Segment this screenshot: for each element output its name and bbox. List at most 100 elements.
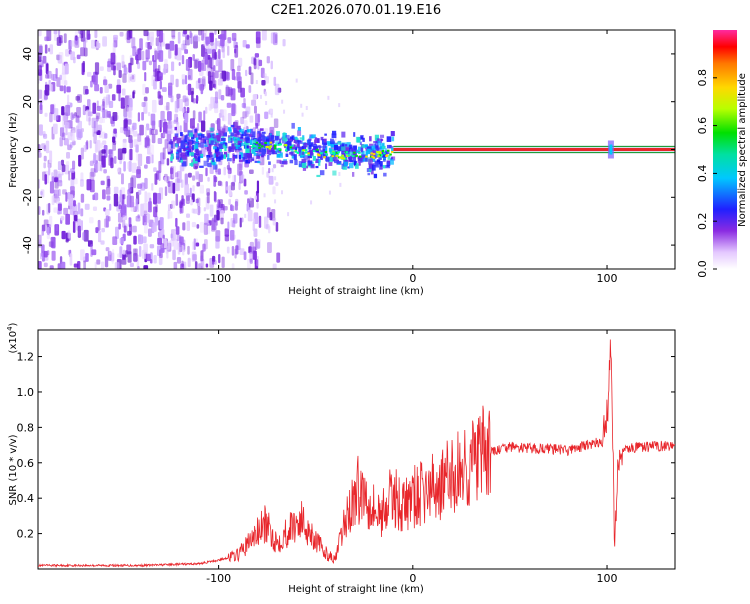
- spectrogram-cell: [53, 108, 59, 121]
- spectrogram-cell: [94, 30, 98, 39]
- spectrogram-cell: [207, 176, 210, 182]
- spectrogram-cell: [96, 115, 99, 122]
- spectrogram-cell: [192, 144, 195, 151]
- spectrogram-cell: [238, 127, 242, 133]
- spectrogram-cell: [272, 186, 276, 195]
- spectrogram-cell: [333, 151, 337, 155]
- spectrogram-cell: [325, 163, 328, 170]
- spectrogram-cell: [42, 171, 46, 181]
- spectrogram-cell: [182, 40, 186, 46]
- spectrogram-cell: [153, 167, 157, 173]
- spectrogram-cell: [315, 165, 319, 169]
- spectrogram-cell: [109, 203, 112, 211]
- spectrogram-cell: [307, 139, 311, 146]
- spectrogram-cell: [193, 208, 198, 214]
- spectrogram-cell: [222, 144, 225, 149]
- spectrogram-cell: [153, 48, 157, 61]
- spectrogram-cell: [204, 144, 208, 147]
- spectrogram-cell: [100, 142, 103, 149]
- spectrogram-cell: [235, 144, 241, 150]
- spectrogram-cell: [277, 135, 280, 140]
- spectrogram-cell: [219, 199, 223, 209]
- spectrogram-cell: [234, 174, 237, 183]
- spectrogram-cell: [317, 152, 321, 155]
- spectrogram-cell: [185, 195, 190, 204]
- spectrogram-cell: [137, 48, 142, 61]
- spectrogram-cell: [136, 58, 139, 65]
- spectrogram-cell: [187, 245, 190, 255]
- spectrogram-cell: [153, 254, 157, 264]
- spectrogram-cell: [171, 35, 176, 40]
- spectrogram-cell: [96, 100, 99, 108]
- spectrogram-cell: [184, 75, 188, 85]
- spectrogram-cell: [276, 153, 281, 158]
- spectrogram-cell: [172, 182, 176, 194]
- spectrogram-cell: [123, 161, 126, 172]
- spectrogram-cell: [243, 97, 246, 109]
- spectrogram-cell: [245, 159, 251, 164]
- spectrogram-cell: [151, 183, 154, 191]
- spectrogram-cell: [243, 153, 248, 160]
- spectrogram-cell: [175, 193, 178, 206]
- spectrogram-cell: [142, 60, 147, 71]
- spectrogram-cell: [221, 256, 225, 268]
- spectrogram-cell: [370, 152, 373, 155]
- spectrogram-cell: [304, 151, 308, 154]
- spectrogram-cell: [100, 261, 105, 269]
- spectrogram-cell: [77, 30, 83, 34]
- spectrogram-cell: [144, 71, 147, 82]
- spectrogram-cell: [132, 91, 135, 99]
- spectrogram-cell: [295, 78, 298, 83]
- spectrogram-cell: [254, 145, 259, 152]
- spectrogram-cell: [231, 103, 236, 114]
- spectrogram-cell: [237, 65, 241, 72]
- spectrogram-cell: [92, 126, 95, 137]
- spectrogram-cell: [359, 155, 362, 158]
- spectrogram-cell: [184, 49, 189, 54]
- spectrogram-cell: [218, 254, 221, 264]
- spectrogram-cell: [102, 117, 106, 124]
- spectrogram-cell: [192, 110, 196, 120]
- spectrogram-cell: [70, 112, 74, 121]
- spectrogram-cell: [205, 167, 208, 177]
- spectrogram-cell: [260, 67, 265, 78]
- spectrogram-cell: [346, 142, 351, 148]
- spectrogram-cell: [65, 192, 68, 202]
- spectrogram-cell: [162, 147, 166, 160]
- spectrogram-cell: [74, 178, 78, 185]
- spectrogram-cell: [44, 174, 48, 185]
- spectrogram-cell: [291, 146, 296, 150]
- spectrogram-cell: [325, 153, 329, 156]
- spectrogram-cell: [368, 168, 372, 173]
- spectrogram-cell: [112, 136, 116, 143]
- spectrogram-cell: [57, 180, 63, 187]
- spectrogram-cell: [367, 173, 371, 176]
- spectrogram-cell: [247, 129, 251, 133]
- spectrogram-cell: [197, 36, 201, 42]
- spectrogram-cell: [241, 131, 247, 137]
- spectrogram-cell: [181, 78, 185, 85]
- spectrogram-cell: [344, 146, 350, 151]
- spectrogram-cell: [274, 83, 280, 96]
- spectrogram-cell: [318, 159, 321, 163]
- spectrogram-cell: [379, 161, 383, 167]
- spectrogram-cell: [272, 164, 277, 169]
- spectrogram-cell: [228, 146, 232, 152]
- spectrogram-cell: [376, 147, 379, 154]
- spectrogram-cell: [238, 159, 243, 162]
- spectrogram-cell: [47, 226, 50, 236]
- spectrogram-cell: [184, 135, 187, 141]
- spectrogram-cell: [280, 164, 284, 168]
- spectrogram-cell: [126, 126, 131, 133]
- spectrogram-cell: [272, 32, 278, 46]
- spectrogram-cell: [158, 253, 163, 265]
- spectrogram-cell: [154, 50, 158, 61]
- spectrogram-cell: [187, 69, 193, 81]
- spectrogram-cell: [214, 259, 217, 265]
- spectrogram-cell: [209, 133, 215, 140]
- spectrogram-cell: [248, 134, 253, 138]
- spectrogram-cell: [285, 134, 290, 140]
- spectrogram-cell: [197, 156, 201, 163]
- spectrogram-cell: [373, 173, 378, 179]
- spectrogram-cell: [205, 40, 209, 46]
